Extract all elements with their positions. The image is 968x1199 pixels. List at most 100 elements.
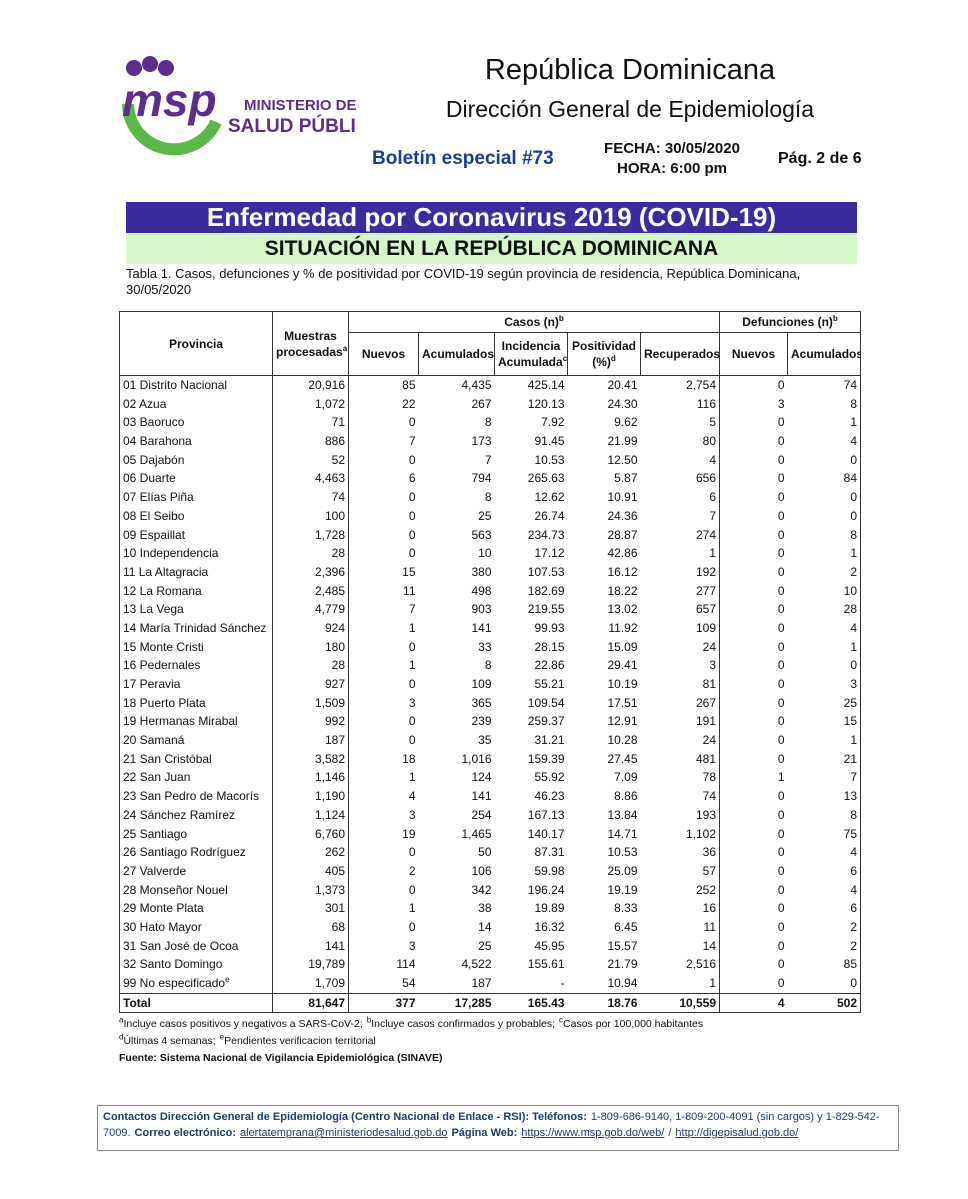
cell-text: 4: [850, 882, 858, 897]
value-cell: 38: [419, 899, 495, 918]
cell-text: 2: [850, 938, 858, 953]
cell-text: 277: [695, 583, 717, 598]
value-cell: 0: [720, 750, 788, 769]
cell-text: 15 Monte Cristi: [123, 639, 204, 654]
source: Fuente: Sistema Nacional de Vigilancia E…: [119, 1052, 443, 1064]
value-cell: 0: [720, 806, 788, 825]
table-row: 17 Peravia 927 0 109 55.21 10.19 81 0 3: [119, 675, 862, 694]
contact-text: Página Web:: [451, 1127, 518, 1139]
header-row: Nuevos Acumulados Incidencia Acumuladac Pos…: [120, 332, 862, 376]
cell-text: 167.13: [527, 807, 565, 822]
cell-text: 0: [777, 471, 785, 486]
cell-text: 187: [324, 733, 345, 748]
value-cell: 3: [787, 675, 862, 694]
value-cell: 3: [349, 806, 419, 825]
cell-text: 7: [850, 770, 858, 785]
province-cell: 15 Monte Cristi: [119, 637, 273, 657]
value-cell: 8: [787, 805, 862, 825]
bulletin: Boletín especial #73: [372, 148, 554, 169]
cell-text: 16 Pedernales: [123, 658, 201, 673]
value-cell: 6: [787, 899, 862, 918]
cell-text: 1,190: [314, 789, 345, 804]
cell-text: 87.31: [534, 845, 565, 860]
cell-text: 1,146: [314, 770, 345, 785]
value-cell: 45.95: [495, 937, 568, 956]
cell-text: 28.87: [607, 527, 638, 542]
value-cell: 18.76: [567, 992, 641, 1014]
cell-text: 141: [471, 620, 492, 635]
logo-letters: msp: [122, 74, 217, 126]
cell-text: 0: [777, 602, 785, 617]
column-subheader: Nuevos: [348, 332, 419, 376]
value-cell: 19.89: [495, 899, 568, 918]
cell-text: 19,789: [308, 957, 345, 972]
cell-text: 0: [408, 639, 416, 654]
cell-text: 0: [777, 583, 785, 598]
value-cell: 28.15: [495, 638, 568, 657]
header-text: Muestras procesadas: [276, 328, 343, 359]
cell-text: 8: [850, 527, 858, 542]
contact-text: Correo electrónico:: [134, 1127, 236, 1139]
cell-text: 425.14: [527, 378, 565, 392]
link[interactable]: http://digepisalud.gob.do/: [675, 1127, 799, 1139]
value-cell: 0: [720, 507, 788, 526]
value-cell: 124: [419, 768, 495, 787]
link[interactable]: alertatemprana@ministeriodesalud.gob.do: [240, 1127, 448, 1139]
cell-text: 0: [777, 695, 785, 710]
cell-text: 7: [408, 602, 416, 617]
header-row: Provincia Muestras procesadasa Casos (n)b D…: [119, 311, 862, 376]
value-cell: 114: [349, 955, 419, 974]
value-cell: 7: [349, 432, 419, 451]
cell-text: 6,760: [314, 826, 345, 841]
table-row: 13 La Vega 4,779 7 903 219.55 13.02 657 0 28: [119, 600, 862, 619]
value-cell: 19,789: [272, 955, 349, 974]
cell-text: 99.93: [534, 620, 565, 635]
link[interactable]: https://www.msp.gob.do/web/: [521, 1127, 665, 1139]
table-row: 31 San José de Ocoa 141 3 25 45.95 15.57 14 0 2: [119, 936, 862, 956]
table-row: 30 Hato Mayor 68 0 14 16.32 6.45 11 0 2: [119, 917, 862, 937]
value-cell: 109.54: [495, 694, 568, 713]
cell-text: 0: [408, 415, 416, 430]
cell-text: 5.87: [614, 471, 638, 486]
cell-text: 16.12: [607, 564, 638, 579]
cell-text: 50: [478, 845, 492, 860]
value-cell: 794: [419, 469, 495, 488]
cell-text: 14: [478, 919, 492, 934]
province-cell: 31 San José de Ocoa: [119, 936, 273, 956]
province-cell: 28 Monseñor Nouel: [119, 880, 273, 900]
cell-text: 155.61: [527, 957, 565, 972]
value-cell: 19: [349, 825, 419, 844]
cell-text: 0: [408, 508, 416, 523]
value-cell: 4: [349, 787, 419, 806]
column-header: Provincia: [119, 311, 273, 376]
value-cell: 31.21: [495, 731, 568, 750]
value-cell: 50: [419, 843, 495, 862]
province-cell: 03 Baoruco: [119, 413, 273, 433]
cell-text: 5: [709, 415, 717, 430]
value-cell: 1: [349, 656, 419, 675]
value-cell: 14: [640, 936, 721, 956]
cell-text: 0: [777, 789, 785, 804]
total-row: Total 81,647 377 17,285 165.43 18.76 10,559 4 50…: [119, 992, 862, 1014]
value-cell: 6.45: [568, 918, 641, 937]
cell-text: 4: [709, 452, 717, 467]
cell-text: 28: [331, 546, 345, 561]
cell-text: 0: [408, 546, 416, 561]
cell-text: 1,728: [314, 527, 345, 542]
header-text: Recuperados: [644, 347, 720, 361]
value-cell: 10: [419, 544, 495, 563]
header-text: Acumulados: [422, 347, 495, 361]
value-cell: 277: [640, 581, 721, 601]
table-row: 20 Samaná 187 0 35 31.21 10.28 24 0 1: [119, 731, 862, 750]
value-cell: 106: [419, 862, 495, 881]
cell-text: 252: [695, 882, 717, 897]
value-cell: 0: [349, 843, 419, 862]
value-cell: 3: [720, 395, 788, 414]
cell-text: 25: [843, 695, 858, 710]
province-cell: 02 Azua: [119, 394, 273, 414]
cell-text: 141: [471, 789, 492, 804]
cell-text: 7: [408, 434, 416, 449]
value-cell: 1: [720, 768, 788, 787]
contact-text: 1-809-686-9140, 1-809-200-4091 (sin carg…: [103, 1111, 880, 1139]
cell-text: 31.21: [534, 733, 565, 748]
